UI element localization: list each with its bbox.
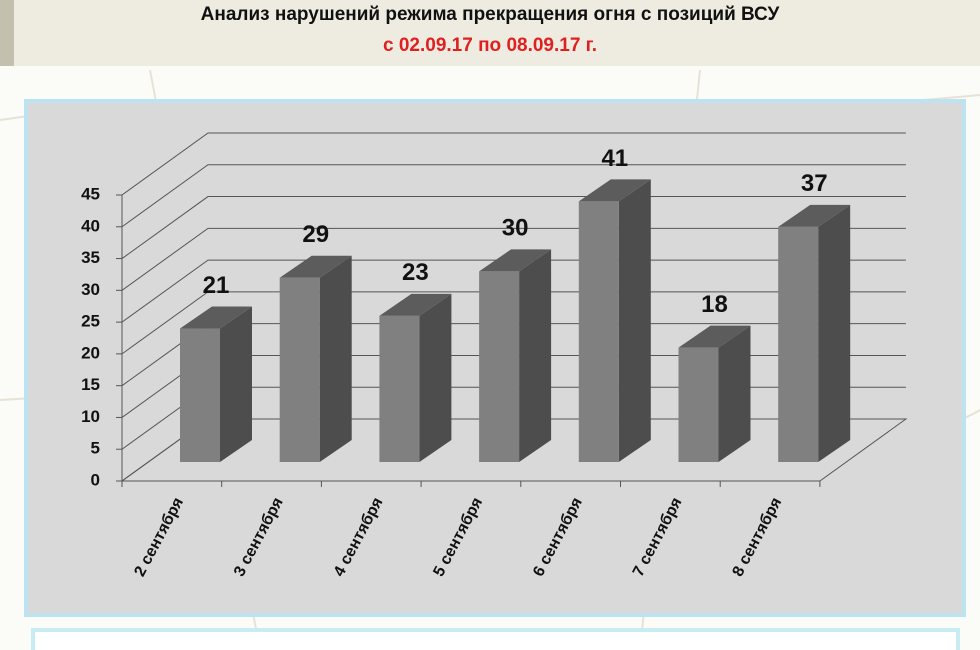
bar-side	[718, 325, 751, 462]
value-label: 21	[203, 272, 230, 299]
bar	[479, 271, 520, 462]
bar-top	[678, 325, 751, 348]
bar	[678, 347, 719, 462]
bar-side	[419, 293, 452, 462]
bar	[279, 277, 320, 462]
bar-top	[778, 204, 851, 227]
y-tick-label: 15	[81, 375, 100, 394]
bar-side	[818, 204, 851, 462]
bar	[180, 328, 220, 462]
value-label: 23	[402, 259, 429, 286]
bottom-panel	[31, 628, 960, 650]
header-edge	[0, 0, 14, 66]
value-label: 41	[601, 145, 628, 172]
grid-line	[121, 132, 906, 196]
bar-top	[180, 306, 252, 329]
y-tick-label: 35	[81, 248, 100, 267]
bar-top	[279, 255, 352, 278]
title: Анализ нарушений режима прекращения огня…	[201, 4, 780, 25]
y-tick-label: 30	[81, 280, 100, 299]
bar-side	[519, 249, 552, 462]
y-tick-label: 0	[91, 470, 100, 489]
y-tick-label: 20	[81, 343, 100, 362]
value-label: 18	[701, 291, 728, 318]
y-tick-label: 25	[81, 312, 100, 331]
bar-side	[319, 255, 352, 462]
bar	[578, 201, 619, 462]
y-tick-label: 45	[81, 184, 100, 203]
grid-line	[121, 259, 906, 323]
bar-top	[578, 179, 651, 202]
grid-line	[121, 291, 906, 355]
grid-line	[121, 164, 906, 228]
grid-line	[121, 227, 906, 291]
grid-line	[121, 196, 906, 259]
bar	[778, 226, 819, 462]
value-label: 30	[502, 215, 529, 242]
bar-side	[220, 306, 252, 462]
y-tick-label: 10	[81, 407, 100, 426]
y-tick-label: 5	[91, 439, 100, 458]
value-label: 29	[302, 221, 329, 248]
subtitle: с 02.09.17 по 08.09.17 г.	[383, 35, 597, 56]
value-label: 37	[801, 170, 828, 197]
bar	[379, 315, 420, 462]
header-band	[0, 0, 980, 66]
bar-top	[479, 249, 552, 272]
bar-side	[618, 179, 651, 462]
y-tick-label: 40	[81, 216, 100, 235]
bar-top	[379, 293, 452, 316]
